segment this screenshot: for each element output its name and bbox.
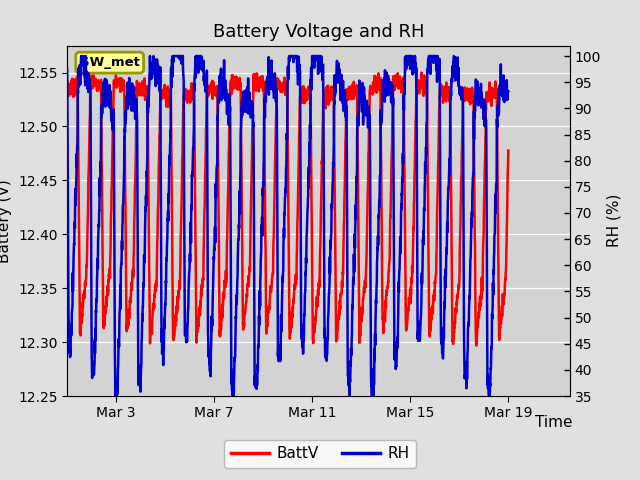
BattV [413, 65, 420, 71]
RH [63, 67, 71, 72]
RH [411, 53, 419, 59]
Y-axis label: Battery (V): Battery (V) [0, 179, 12, 263]
BattV [411, 170, 419, 176]
BattV [492, 87, 500, 93]
RH [267, 79, 275, 85]
Line: RH: RH [67, 56, 508, 396]
RH [86, 84, 94, 89]
BattV [63, 79, 71, 84]
BattV [492, 93, 500, 99]
Text: Time: Time [535, 415, 573, 430]
BattV [278, 84, 285, 90]
Legend: BattV, RH: BattV, RH [225, 440, 415, 468]
BattV [504, 148, 512, 154]
BattV [472, 343, 480, 348]
RH [278, 294, 286, 300]
BattV [86, 117, 93, 123]
RH [77, 53, 85, 59]
Y-axis label: RH (%): RH (%) [606, 194, 621, 248]
RH [112, 393, 120, 399]
RH [492, 189, 500, 194]
RH [492, 191, 500, 196]
Line: BattV: BattV [67, 68, 508, 346]
Text: SW_met: SW_met [80, 56, 140, 69]
RH [504, 88, 512, 94]
BattV [266, 296, 274, 302]
Title: Battery Voltage and RH: Battery Voltage and RH [212, 23, 424, 41]
